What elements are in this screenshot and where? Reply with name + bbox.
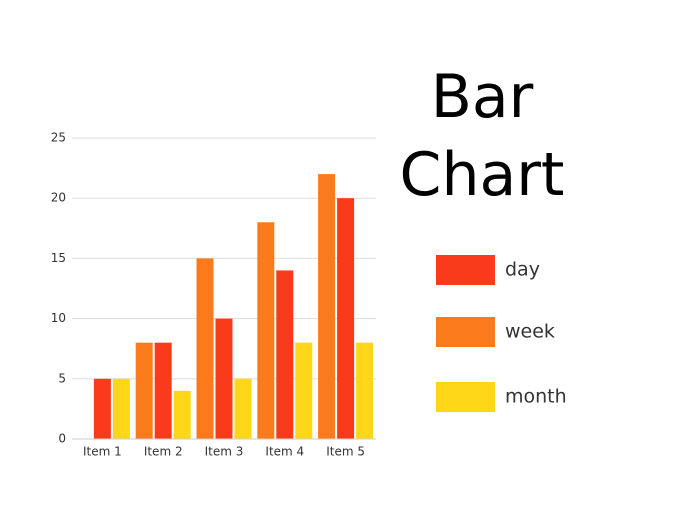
y-tick-label: 25: [51, 131, 66, 145]
bar: [173, 390, 191, 439]
chart-title: Bar Chart: [399, 62, 565, 210]
bar: [295, 342, 313, 439]
x-tick-label: Item 5: [326, 445, 365, 459]
x-tick-label: Item 2: [144, 445, 183, 459]
bar: [154, 342, 172, 439]
legend-swatch: [436, 382, 495, 412]
y-tick-label: 5: [58, 371, 66, 385]
legend-label: month: [505, 386, 567, 408]
legend-label: day: [505, 259, 540, 281]
x-tick-label: Item 4: [265, 445, 304, 459]
y-tick-label: 10: [51, 311, 66, 325]
bar: [234, 378, 252, 439]
bar: [276, 270, 294, 439]
legend-label: week: [505, 321, 555, 343]
bar: [93, 378, 111, 439]
bar: [135, 342, 153, 439]
legend-swatch: [436, 255, 495, 285]
bar: [112, 378, 130, 439]
bar: [337, 198, 355, 439]
y-tick-label: 15: [51, 251, 66, 265]
bar: [215, 318, 233, 439]
legend-swatch: [436, 317, 495, 347]
x-tick-label: Item 3: [205, 445, 244, 459]
bar: [196, 258, 214, 439]
y-tick-label: 0: [58, 432, 66, 446]
bar: [257, 222, 275, 439]
bar: [318, 174, 336, 439]
y-tick-label: 20: [51, 191, 66, 205]
x-tick-label: Item 1: [83, 445, 122, 459]
bar: [356, 342, 374, 439]
